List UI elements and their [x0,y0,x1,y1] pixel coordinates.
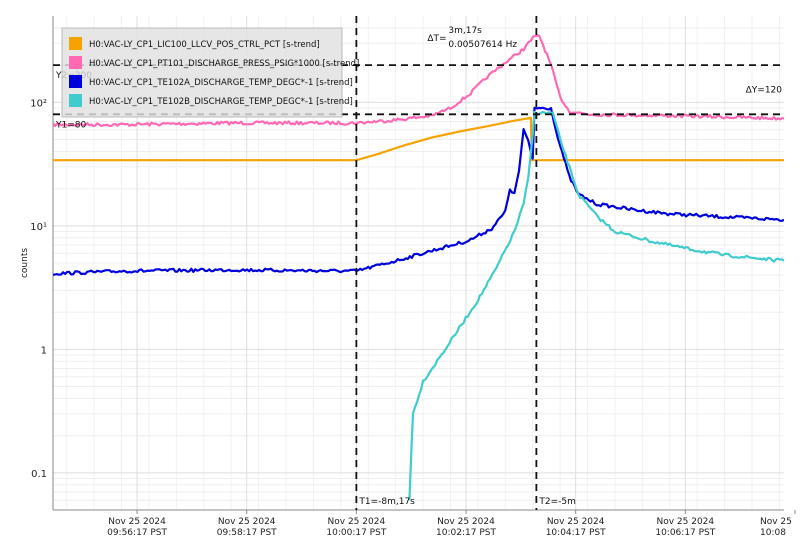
y-tick-label: 10¹ [30,222,47,233]
y-tick-label: 0.1 [31,469,47,480]
x-tick-label: Nov 25 2024 [108,517,166,527]
h-cursor-label: Y1=80 [55,120,86,130]
y-tick-label: 1 [41,345,47,356]
delta-y-label: ΔY=120 [746,86,783,96]
delta-t-value: 3m,17s [448,26,482,36]
x-tick-label: 10:08 [760,528,786,538]
x-tick-label: Nov 25 2024 [656,517,714,527]
legend-swatch [69,94,82,107]
legend-swatch [69,37,82,50]
delta-t-label: ΔT= [427,34,446,44]
v-cursor-label: T1=-8m,17s [358,497,415,507]
x-tick-label: Nov 25 2024 [437,517,495,527]
x-tick-label: 09:56:17 PST [107,528,167,538]
legend-swatch [69,75,82,88]
legend-entry: H0:VAC-LY_CP1_PT101_DISCHARGE_PRESS_PSIG… [89,59,359,69]
series-line-3 [408,110,784,501]
x-tick-label: Nov 25 [760,517,792,527]
legend-entry: H0:VAC-LY_CP1_TE102B_DISCHARGE_TEMP_DEGC… [89,97,353,107]
v-cursor-label: T2=-5m [538,497,576,507]
x-tick-label: 10:00:17 PST [326,528,386,538]
legend-swatch [69,56,82,69]
x-tick-label: 09:58:17 PST [217,528,277,538]
legend-entry: H0:VAC-LY_CP1_TE102A_DISCHARGE_TEMP_DEGC… [89,78,353,88]
legend-entry: H0:VAC-LY_CP1_LIC100_LLCV_POS_CTRL_PCT [… [89,40,320,50]
series-line-0 [53,116,784,162]
plot-area [53,34,784,501]
legend-box [61,27,343,118]
x-tick-label: Nov 25 2024 [218,517,276,527]
legend: H0:VAC-LY_CP1_LIC100_LLCV_POS_CTRL_PCT [… [61,27,359,118]
x-tick-label: Nov 25 2024 [547,517,605,527]
x-tick-label: 10:04:17 PST [546,528,606,538]
y-axis-label: counts [20,248,30,278]
y-tick-label: 10² [30,98,47,109]
x-tick-label: Nov 25 2024 [328,517,386,527]
x-tick-label: 10:02:17 PST [436,528,496,538]
x-tick-label: 10:06:17 PST [655,528,715,538]
series-line-1 [53,34,784,128]
delta-t-frequency: 0.00507614 Hz [448,40,517,50]
series-line-2 [53,106,784,276]
